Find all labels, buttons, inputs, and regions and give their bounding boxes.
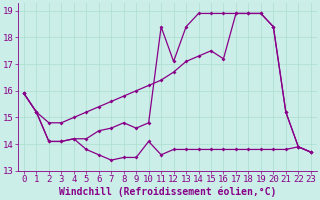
- X-axis label: Windchill (Refroidissement éolien,°C): Windchill (Refroidissement éolien,°C): [59, 187, 276, 197]
